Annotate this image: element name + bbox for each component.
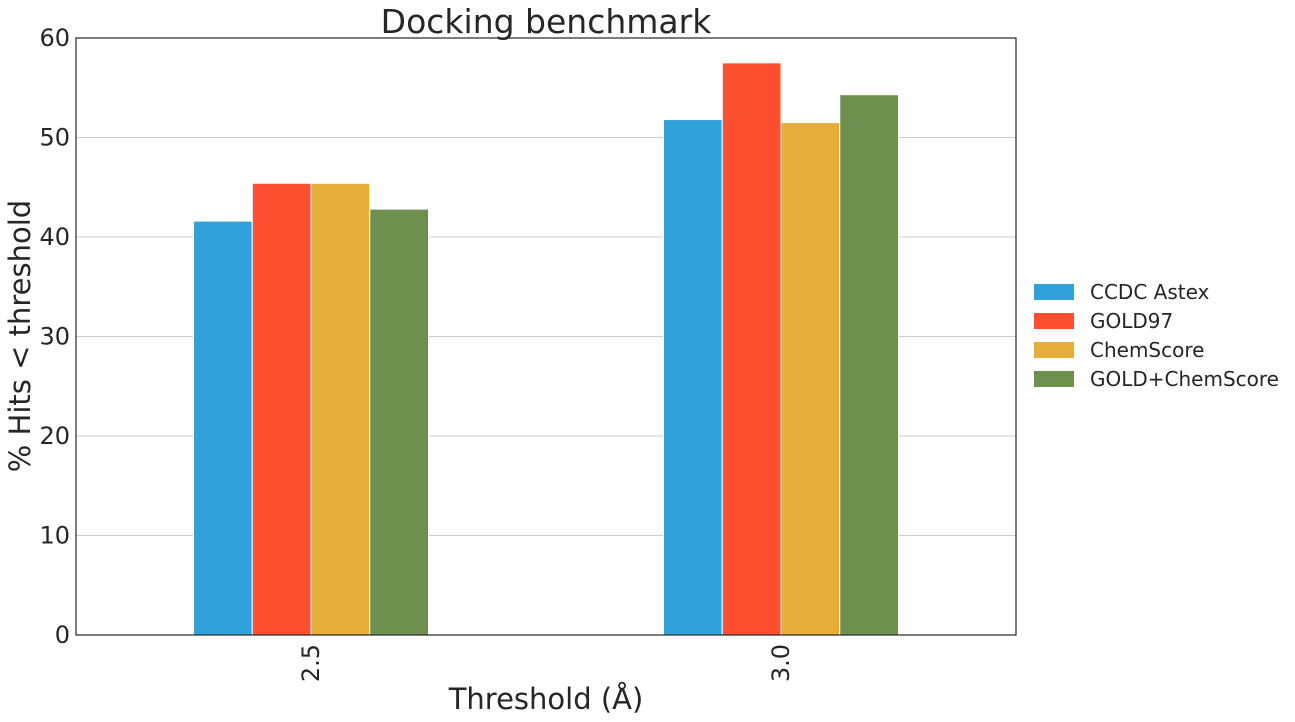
x-tick-label: 3.0 xyxy=(767,644,795,682)
legend-swatch xyxy=(1034,284,1074,300)
legend-swatch xyxy=(1034,313,1074,329)
bar-gold97-2-5 xyxy=(251,182,312,636)
bar-chemscore-2-5 xyxy=(310,182,371,636)
y-tick-label: 10 xyxy=(39,522,70,550)
x-axis-label: Threshold (Å) xyxy=(448,682,644,716)
y-tick-label: 40 xyxy=(39,223,70,251)
legend-label: GOLD97 xyxy=(1090,309,1173,333)
legend: CCDC Astex GOLD97 ChemScore GOLD+ChemScore xyxy=(1034,280,1279,391)
bar-ccdc-astex-3-0 xyxy=(663,119,723,636)
legend-label: ChemScore xyxy=(1090,338,1204,362)
bar-gold97-3-0 xyxy=(721,62,782,636)
y-axis-label: % Hits < threshold xyxy=(3,200,37,472)
x-axis-ticks: 2.5 3.0 xyxy=(297,644,795,682)
legend-label: GOLD+ChemScore xyxy=(1090,367,1279,391)
legend-swatch xyxy=(1034,371,1074,387)
plot-frame xyxy=(75,37,1017,636)
x-tick-label: 2.5 xyxy=(297,644,325,682)
bar-chemscore-3-0 xyxy=(780,122,841,636)
bar-gold-chemscore-3-0 xyxy=(839,94,899,636)
bar-ccdc-astex-2-5 xyxy=(193,220,253,636)
bars xyxy=(193,62,899,636)
chart-title: Docking benchmark xyxy=(381,2,713,41)
legend-label: CCDC Astex xyxy=(1090,280,1210,304)
y-axis-ticks: 0 10 20 30 40 50 60 xyxy=(39,24,70,649)
bar-gold-chemscore-2-5 xyxy=(369,208,429,636)
y-tick-label: 0 xyxy=(55,621,70,649)
y-tick-label: 30 xyxy=(39,323,70,351)
y-tick-label: 20 xyxy=(39,422,70,450)
y-tick-label: 50 xyxy=(39,124,70,152)
legend-swatch xyxy=(1034,342,1074,358)
y-tick-label: 60 xyxy=(39,24,70,52)
